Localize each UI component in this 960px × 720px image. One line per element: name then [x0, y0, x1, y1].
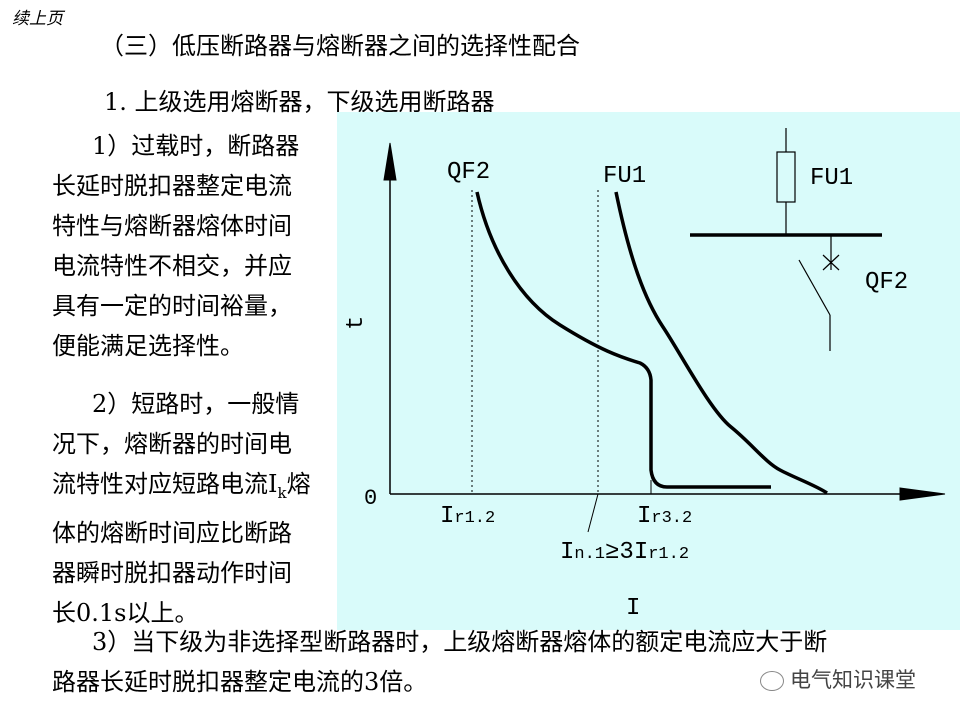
y-axis-arrow: [383, 142, 397, 181]
subscript-k: k: [277, 483, 287, 502]
tick-label-ir32: Ir3.2: [637, 503, 692, 530]
point1-line: 电流特性不相交，并应: [52, 252, 292, 280]
breaker-cross: [822, 254, 840, 271]
point2-text: 2）短路时，一般情 况下，熔断器的时间电 流特性对应短路电流Ik熔 体的熔断时间…: [52, 384, 311, 633]
point2-line: 长0.1s以上。: [52, 598, 199, 627]
point2-line-part: 熔: [286, 470, 311, 498]
fu1-curve: [614, 191, 828, 495]
x-axis-label: I: [626, 595, 640, 622]
condition-label: In.1≥3Ir1.2: [560, 539, 689, 566]
point2-line: 2）短路时，一般情: [92, 390, 300, 418]
point3-text: 3）当下级为非选择型断路器时，上级熔断器熔体的额定电流应大于断 路器长延时脱扣器…: [52, 622, 827, 702]
schematic-fu1-label: FU1: [810, 165, 853, 192]
point2-line: 流特性对应短路电流Ik熔: [52, 464, 311, 513]
point2-line: 体的熔断时间应比断路: [52, 518, 292, 547]
point1-line: 特性与熔断器熔体时间: [52, 212, 292, 240]
y-axis-label: t: [343, 316, 370, 330]
point2-line-part: 流特性对应短路电流I: [52, 470, 278, 498]
subsection-title: 1. 上级选用熔断器，下级选用断路器: [104, 88, 495, 116]
continued-label: 续上页: [12, 9, 63, 29]
point1-text: 1）过载时，断路器 长延时脱扣器整定电流 特性与熔断器熔体时间 电流特性不相交，…: [52, 126, 299, 366]
watermark-text: 电气知识课堂: [790, 668, 916, 692]
fu1-curve-label: FU1: [603, 163, 646, 190]
point2-line: 器瞬时脱扣器动作时间: [52, 558, 292, 587]
point1-line: 1）过载时，断路器: [92, 132, 300, 160]
x-axis-arrow: [899, 487, 946, 501]
wechat-icon: [760, 671, 784, 691]
watermark: 电气知识课堂: [760, 664, 916, 694]
point1-line: 便能满足选择性。: [52, 332, 244, 360]
fuse-symbol: [776, 151, 796, 203]
point2-line: 况下，熔断器的时间电: [52, 430, 292, 458]
section-title: （三）低压断路器与熔断器之间的选择性配合: [100, 32, 580, 60]
point3-line: 路器长延时脱扣器整定电流的3倍。: [52, 668, 428, 696]
tick-label-ir12: Ir1.2: [440, 503, 495, 530]
condition-pointer: [587, 493, 599, 533]
breaker-contact: [798, 259, 831, 316]
origin-label: 0: [364, 486, 377, 511]
schematic-qf2-label: QF2: [865, 269, 908, 296]
point3-line: 3）当下级为非选择型断路器时，上级熔断器熔体的额定电流应大于断: [92, 628, 828, 656]
point1-line: 长延时脱扣器整定电流: [52, 172, 292, 200]
qf2-curve-label: QF2: [447, 159, 490, 186]
point1-line: 具有一定的时间裕量，: [52, 292, 292, 320]
qf2-curve: [475, 191, 771, 489]
